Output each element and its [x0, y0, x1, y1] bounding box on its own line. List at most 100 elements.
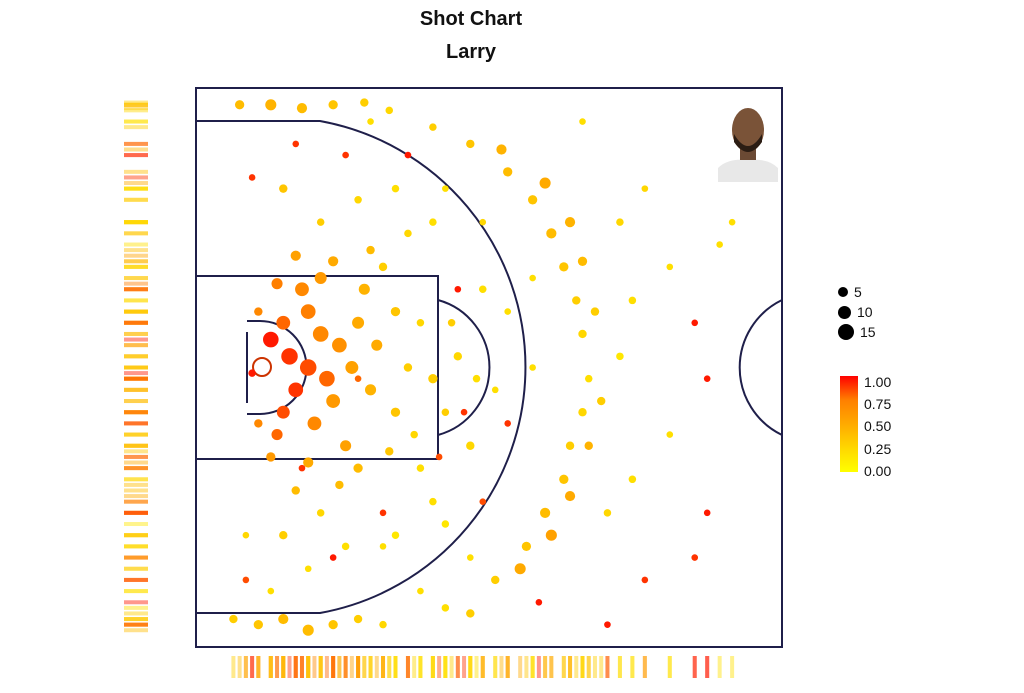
rug-mark-y: [124, 309, 148, 314]
shot-point: [360, 98, 369, 107]
rug-mark-y: [124, 617, 148, 622]
rug-mark-y: [124, 220, 148, 225]
rug-mark-x: [667, 656, 672, 678]
shot-point: [352, 316, 365, 329]
shot-point: [529, 364, 536, 371]
rug-mark-x: [393, 656, 398, 678]
rug-mark-y: [124, 454, 148, 459]
shot-point: [578, 329, 587, 339]
shot-point: [298, 464, 306, 472]
rug-mark-y: [124, 220, 148, 225]
shot-point: [628, 475, 637, 484]
rug-mark-x: [692, 656, 697, 678]
shot-point: [514, 563, 526, 575]
rug-mark-y: [124, 153, 148, 158]
chart-title: Shot Chart: [419, 8, 523, 30]
rug-mark-x: [430, 656, 435, 678]
rug-mark-x: [343, 656, 348, 678]
shot-point: [584, 374, 593, 383]
three-point-line: [196, 120, 527, 614]
rug-mark-y: [124, 482, 148, 487]
shot-point: [404, 229, 412, 238]
rug-mark-x: [299, 656, 304, 678]
shot-point: [584, 441, 593, 450]
rug-mark-x: [256, 656, 261, 678]
size-dot: [838, 324, 854, 340]
rug-mark-y: [124, 102, 148, 107]
rug-mark-y: [124, 354, 148, 359]
rug-mark-x: [443, 656, 448, 678]
rug-mark-x: [580, 656, 585, 678]
rug-mark-y: [124, 577, 148, 582]
rug-mark-y: [124, 220, 148, 225]
rug-mark-y: [124, 600, 148, 605]
shot-point: [404, 151, 412, 159]
color-label: 1.00: [864, 374, 892, 390]
shot-point: [328, 256, 339, 267]
shot-point: [242, 576, 250, 584]
rug-mark-x: [374, 656, 379, 678]
rug-mark-y: [124, 153, 148, 158]
rug-mark-y: [124, 186, 148, 191]
rug-mark-y: [124, 466, 148, 471]
rug-mark-x: [630, 656, 635, 678]
rug-mark-y: [124, 253, 148, 258]
rug-mark-x: [281, 656, 286, 678]
shot-point: [577, 256, 588, 266]
shot-point: [416, 464, 425, 472]
rug-mark-x: [318, 656, 323, 678]
shot-point: [278, 613, 289, 625]
rug-mark-y: [124, 477, 148, 482]
shot-points: [229, 98, 736, 636]
shot-point: [529, 274, 536, 282]
rug-mark-y: [124, 460, 148, 465]
rug-mark-y: [124, 354, 148, 359]
shot-point: [441, 604, 450, 612]
rug-mark-y: [124, 533, 148, 538]
rug-mark-x: [268, 656, 273, 678]
rug-mark-y: [124, 566, 148, 571]
rug-mark-y: [124, 488, 148, 493]
rug-mark-x: [231, 656, 236, 678]
rug-mark-y: [124, 611, 148, 616]
shot-point: [312, 326, 329, 342]
rug-mark-y: [124, 617, 148, 622]
shot-point: [466, 441, 475, 450]
shot-point: [379, 509, 387, 517]
rug-mark-y: [124, 410, 148, 415]
rug-mark-x: [393, 656, 398, 678]
rug-mark-x: [430, 656, 435, 678]
rug-mark-y: [124, 544, 148, 549]
rug-mark-x: [667, 656, 672, 678]
rug-mark-x: [293, 656, 298, 678]
shot-point: [328, 619, 338, 630]
shot-point: [616, 218, 624, 226]
shot-point: [326, 394, 341, 408]
rug-mark-y: [124, 466, 148, 471]
rug-mark-x: [306, 656, 311, 678]
rug-mark-x: [580, 656, 585, 678]
shot-point: [454, 285, 462, 293]
rug-mark-x: [580, 656, 585, 678]
shot-point: [572, 296, 581, 305]
rug-mark-y: [124, 376, 148, 381]
shot-point: [328, 100, 338, 110]
color-label: 0.00: [864, 463, 892, 479]
rug-mark-y: [124, 622, 148, 627]
rug-mark-x: [393, 656, 398, 678]
rug-mark-x: [268, 656, 273, 678]
shot-point: [479, 218, 487, 226]
free-throw-circle: [437, 299, 491, 436]
rug-mark-y: [124, 298, 148, 303]
shot-point: [229, 614, 238, 624]
rug-mark-y: [124, 510, 148, 515]
rug-mark-x: [368, 656, 373, 678]
rug-mark-y: [124, 309, 148, 314]
rug-mark-x: [568, 656, 573, 678]
rug-mark-x: [493, 656, 498, 678]
rug-mark-y: [124, 376, 148, 381]
shot-point: [628, 296, 637, 305]
rug-mark-x: [493, 656, 498, 678]
rug-mark-x: [586, 656, 591, 678]
shot-point: [303, 457, 314, 468]
